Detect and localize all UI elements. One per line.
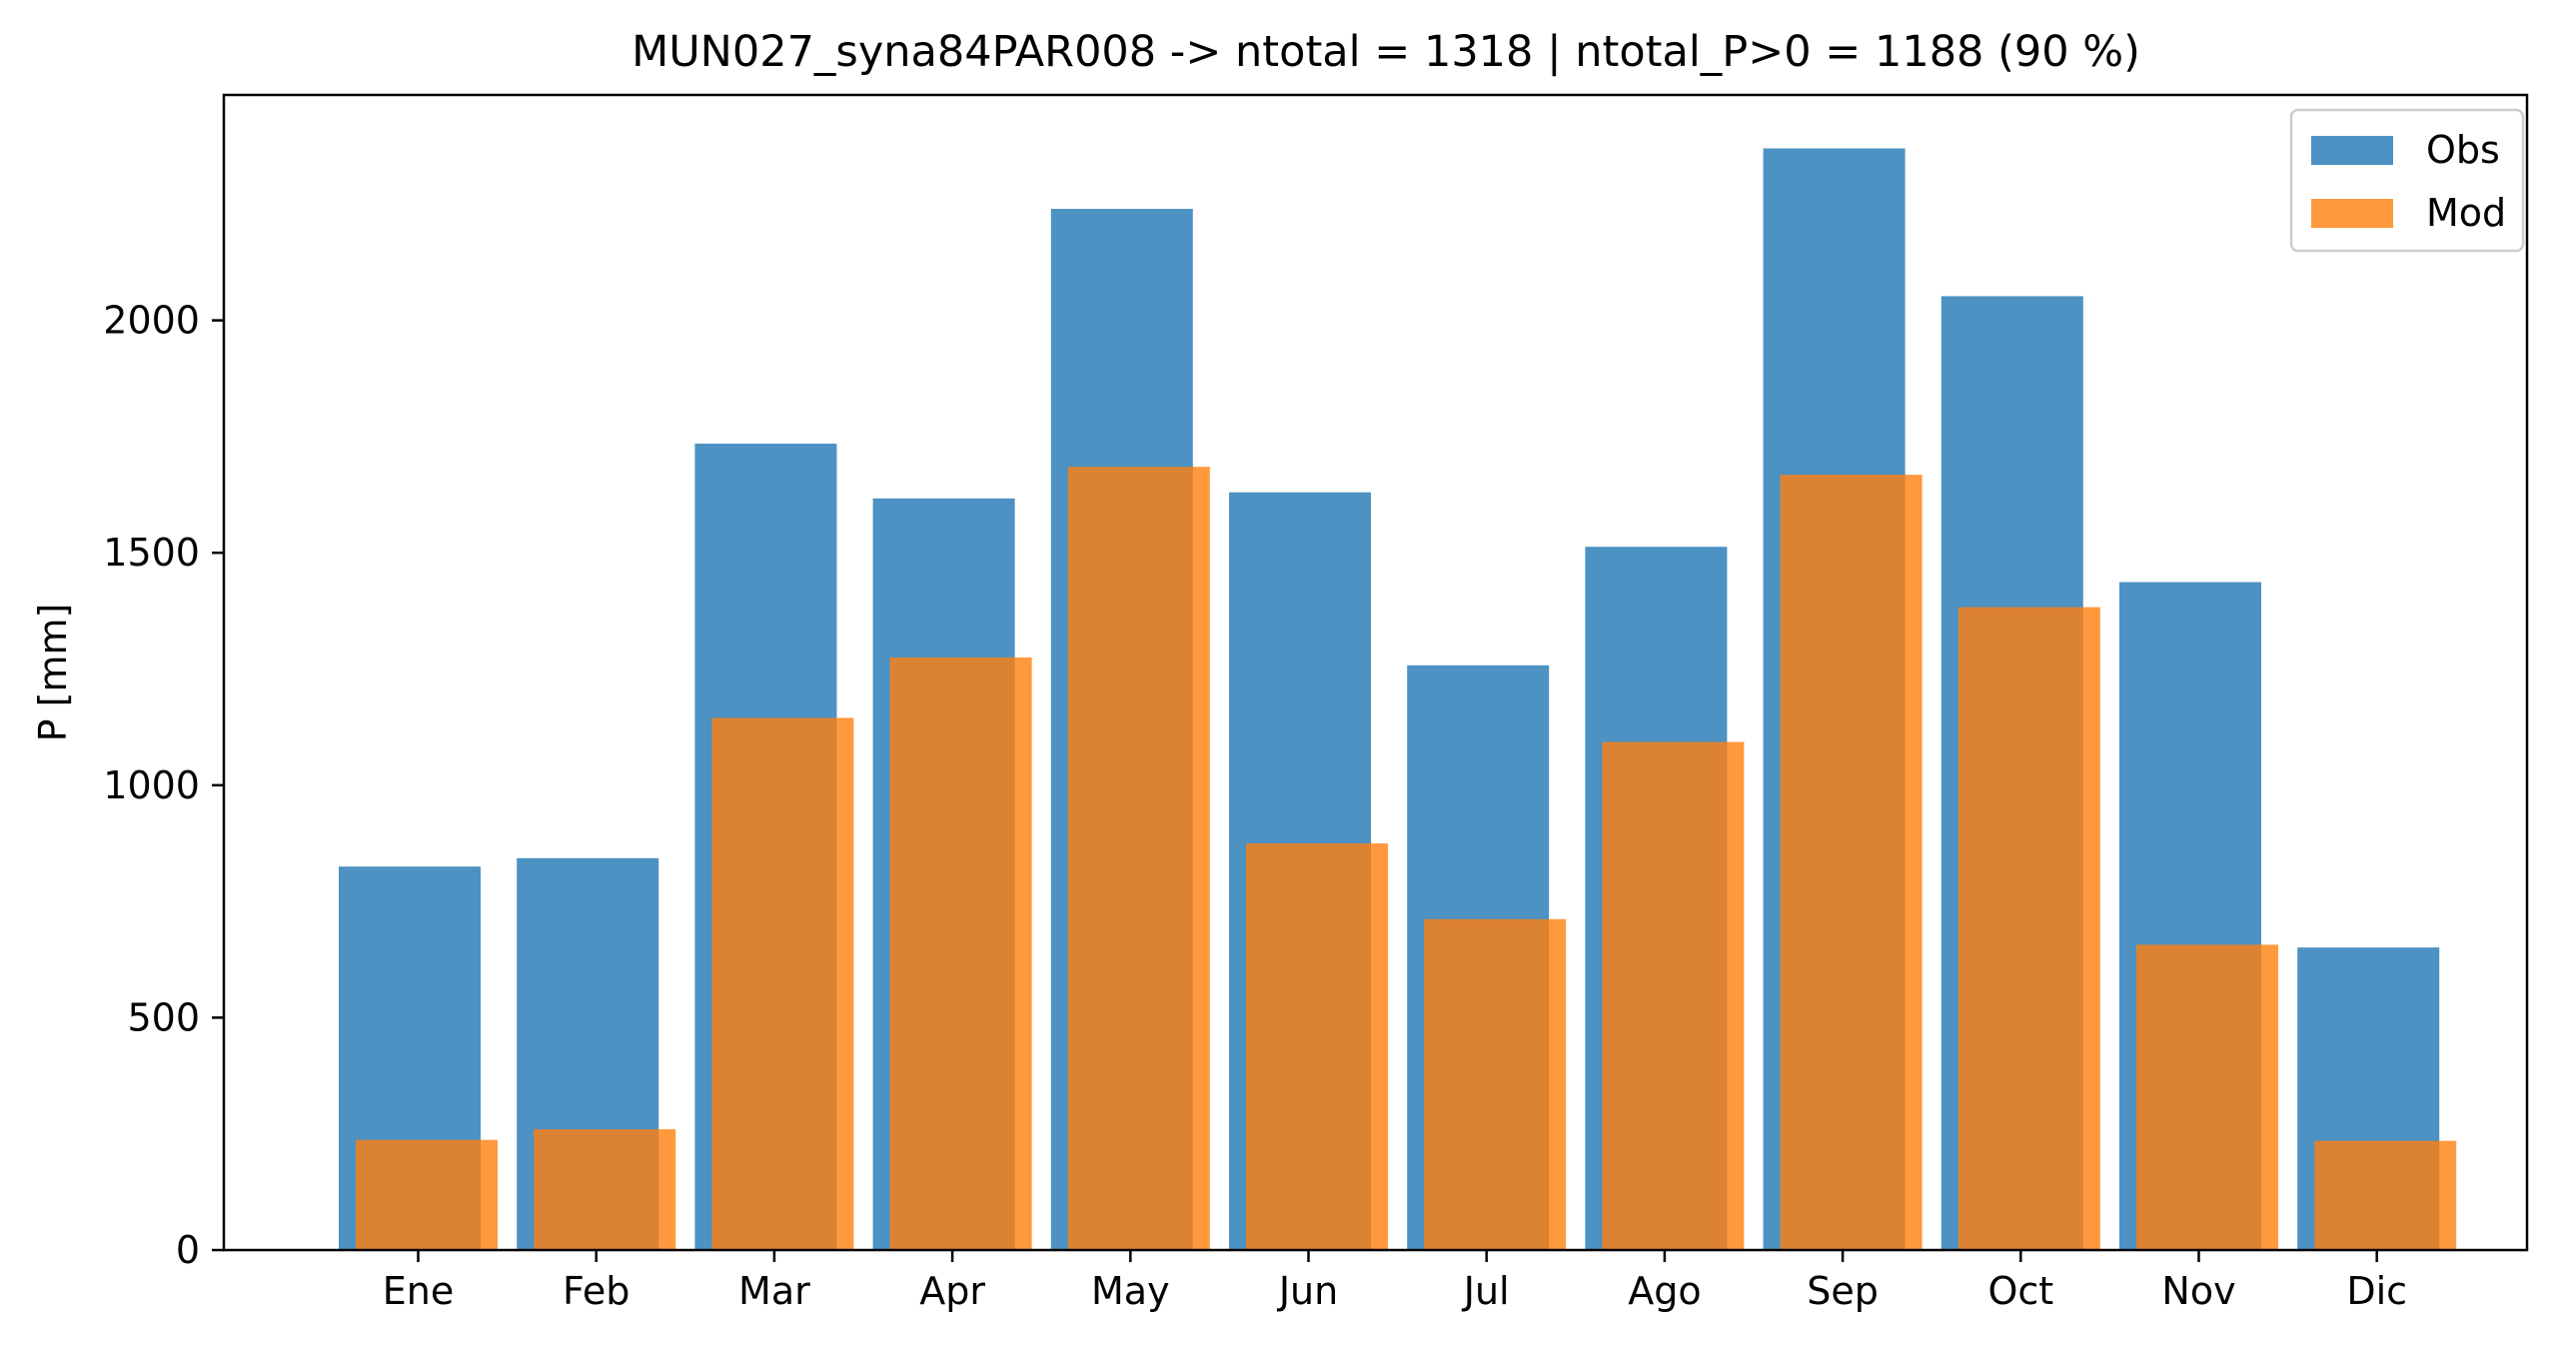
bar-mod-dic xyxy=(2314,1140,2457,1250)
bar-mod-apr xyxy=(889,657,1032,1250)
legend-swatch-obs xyxy=(2311,136,2393,165)
x-tick-label-dic: Dic xyxy=(2346,1269,2407,1313)
bars-layer xyxy=(339,148,2457,1251)
bar-mod-may xyxy=(1067,467,1210,1250)
chart-title: MUN027_syna84PAR008 -> ntotal = 1318 | n… xyxy=(632,27,2140,77)
x-tick-label-oct: Oct xyxy=(1987,1269,2053,1313)
x-tick-label-ago: Ago xyxy=(1628,1269,1701,1313)
legend-label-mod: Mod xyxy=(2426,191,2506,235)
x-tick-label-nov: Nov xyxy=(2161,1269,2235,1313)
y-tick-label: 2000 xyxy=(103,299,200,343)
x-tick-label-ene: Ene xyxy=(383,1269,454,1313)
x-tick-label-jul: Jul xyxy=(1462,1269,1510,1313)
bar-mod-jul xyxy=(1424,918,1567,1250)
y-tick-label: 500 xyxy=(127,995,200,1039)
x-axis: Ene Feb Mar Apr May Jun Jul Ago Sep Oct Nov Dic xyxy=(383,1250,2407,1313)
plot-frame xyxy=(222,93,2529,1252)
x-tick-label-sep: Sep xyxy=(1807,1269,1879,1313)
y-tick-label: 0 xyxy=(176,1228,200,1272)
bar-mod-feb xyxy=(534,1129,676,1250)
bar-mod-ago xyxy=(1602,741,1745,1250)
bar-mod-ene xyxy=(356,1139,498,1250)
y-axis: 0 500 1000 1500 2000 xyxy=(103,299,224,1272)
legend-swatch-mod xyxy=(2311,199,2393,228)
bar-mod-nov xyxy=(2136,944,2278,1250)
bar-mod-sep xyxy=(1780,475,1923,1251)
y-tick-label: 1500 xyxy=(103,531,200,575)
x-tick-label-jun: Jun xyxy=(1277,1269,1338,1313)
bar-mod-mar xyxy=(711,717,854,1250)
bar-mod-oct xyxy=(1957,607,2100,1250)
legend: Obs Mod xyxy=(2289,108,2525,253)
x-tick-label-apr: Apr xyxy=(919,1269,985,1313)
x-tick-label-may: May xyxy=(1091,1269,1170,1313)
y-tick-label: 1000 xyxy=(103,763,200,807)
legend-label-obs: Obs xyxy=(2426,128,2500,172)
x-tick-label-mar: Mar xyxy=(738,1269,810,1313)
bar-mod-jun xyxy=(1246,843,1388,1250)
y-axis-label: P [mm] xyxy=(31,604,75,742)
x-tick-label-feb: Feb xyxy=(563,1269,630,1313)
